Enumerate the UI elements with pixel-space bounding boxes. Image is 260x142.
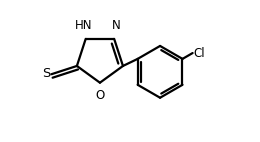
Text: N: N [112, 19, 120, 32]
Text: HN: HN [75, 19, 93, 32]
Text: S: S [42, 67, 50, 80]
Text: Cl: Cl [193, 47, 205, 59]
Text: O: O [95, 89, 105, 102]
